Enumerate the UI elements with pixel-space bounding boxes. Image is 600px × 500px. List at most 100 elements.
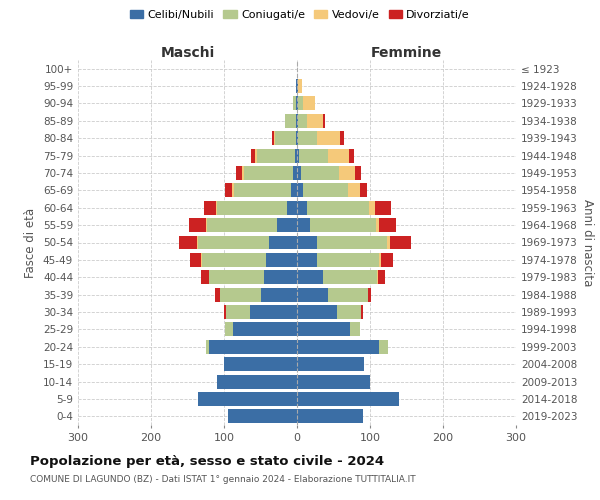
Bar xyxy=(375,201,391,214)
Bar xyxy=(297,357,364,371)
Bar xyxy=(295,148,297,162)
Bar xyxy=(207,218,277,232)
Bar xyxy=(226,322,233,336)
Bar xyxy=(297,236,317,250)
Bar xyxy=(297,148,299,162)
Legend: Celibi/Nubili, Coniugati/e, Vedovi/e, Divorziati/e: Celibi/Nubili, Coniugati/e, Vedovi/e, Di… xyxy=(125,6,475,25)
Bar xyxy=(293,166,297,180)
Bar xyxy=(317,132,340,145)
Bar xyxy=(297,218,310,232)
Bar xyxy=(297,374,370,388)
Bar xyxy=(303,184,348,198)
Bar xyxy=(323,114,325,128)
Bar xyxy=(197,236,199,250)
Bar xyxy=(348,184,360,198)
Bar xyxy=(209,270,264,284)
Bar xyxy=(297,79,298,93)
Bar xyxy=(323,270,377,284)
Bar xyxy=(209,340,297,353)
Text: Maschi: Maschi xyxy=(160,46,215,60)
Bar xyxy=(274,132,275,145)
Bar xyxy=(224,305,226,319)
Bar xyxy=(242,166,244,180)
Bar xyxy=(377,270,378,284)
Bar xyxy=(297,114,298,128)
Bar xyxy=(369,201,375,214)
Bar xyxy=(260,288,297,302)
Bar xyxy=(203,201,216,214)
Bar xyxy=(360,184,367,198)
Bar xyxy=(387,236,391,250)
Bar xyxy=(275,132,296,145)
Bar xyxy=(298,96,303,110)
Bar xyxy=(225,322,226,336)
Bar xyxy=(297,201,307,214)
Bar xyxy=(297,96,298,110)
Bar xyxy=(199,236,269,250)
Bar xyxy=(355,166,361,180)
Bar xyxy=(226,184,232,198)
Bar xyxy=(297,184,303,198)
Bar xyxy=(298,132,317,145)
Bar xyxy=(378,270,385,284)
Bar xyxy=(220,288,260,302)
Bar xyxy=(299,148,328,162)
Bar xyxy=(340,132,344,145)
Bar xyxy=(297,322,350,336)
Bar xyxy=(224,357,297,371)
Bar xyxy=(251,148,254,162)
Bar xyxy=(296,79,297,93)
Bar xyxy=(266,253,297,267)
Bar xyxy=(297,305,337,319)
Bar xyxy=(215,288,220,302)
Bar xyxy=(296,132,297,145)
Text: Popolazione per età, sesso e stato civile - 2024: Popolazione per età, sesso e stato civil… xyxy=(30,455,384,468)
Bar xyxy=(250,305,297,319)
Bar xyxy=(296,96,297,110)
Bar xyxy=(244,166,293,180)
Bar xyxy=(189,218,206,232)
Bar xyxy=(381,253,392,267)
Bar xyxy=(376,218,379,232)
Bar xyxy=(272,132,274,145)
Bar xyxy=(297,288,328,302)
Bar xyxy=(227,410,297,424)
Bar xyxy=(328,288,368,302)
Bar xyxy=(190,253,202,267)
Bar xyxy=(286,114,296,128)
Bar xyxy=(301,166,338,180)
Bar xyxy=(199,392,297,406)
Bar xyxy=(310,218,376,232)
Bar xyxy=(284,114,286,128)
Bar xyxy=(202,253,266,267)
Bar xyxy=(361,305,362,319)
Bar xyxy=(337,305,361,319)
Bar xyxy=(287,201,297,214)
Bar xyxy=(307,201,369,214)
Bar xyxy=(234,184,291,198)
Bar xyxy=(257,148,295,162)
Bar xyxy=(297,166,301,180)
Bar xyxy=(328,148,349,162)
Bar xyxy=(298,79,302,93)
Bar xyxy=(391,236,411,250)
Bar xyxy=(350,322,360,336)
Bar xyxy=(307,114,323,128)
Bar xyxy=(349,148,354,162)
Bar xyxy=(293,96,296,110)
Bar xyxy=(298,114,307,128)
Bar xyxy=(277,218,297,232)
Bar xyxy=(317,253,379,267)
Bar xyxy=(232,184,234,198)
Bar xyxy=(236,166,242,180)
Bar xyxy=(291,184,297,198)
Bar xyxy=(379,218,395,232)
Bar xyxy=(296,114,297,128)
Bar xyxy=(379,253,381,267)
Bar xyxy=(226,305,250,319)
Bar xyxy=(206,218,207,232)
Bar xyxy=(297,410,362,424)
Bar xyxy=(303,96,314,110)
Text: Femmine: Femmine xyxy=(371,46,442,60)
Bar xyxy=(317,236,387,250)
